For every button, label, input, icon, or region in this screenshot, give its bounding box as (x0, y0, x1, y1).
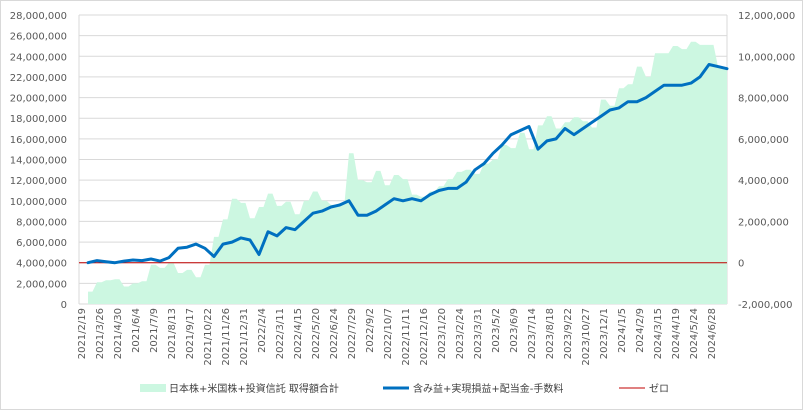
x-tick-label-4: 2021/7/9 (149, 308, 160, 353)
right-tick-label-0: -2,000,000 (738, 300, 793, 311)
x-tick-label-5: 2021/8/13 (167, 308, 178, 359)
x-tick-label-32: 2024/3/15 (653, 308, 664, 359)
right-tick-label-4: 6,000,000 (738, 135, 789, 146)
x-tick-label-26: 2023/8/18 (545, 308, 556, 359)
left-tick-label-4: 8,000,000 (16, 217, 67, 228)
x-tick-label-23: 2023/5/2 (491, 308, 502, 353)
left-y-axis: 0 2,000,000 4,000,000 6,000,000 8,000,000 10,… (10, 11, 67, 311)
profit-line (86, 63, 729, 265)
x-tick-label-20: 2023/1/20 (437, 308, 448, 359)
left-tick-label-9: 18,000,000 (10, 114, 67, 125)
x-tick-label-30: 2024/1/5 (617, 308, 628, 353)
x-tick-label-35: 2024/6/28 (707, 308, 718, 359)
x-tick-label-16: 2022/9/2 (365, 308, 376, 353)
x-tick-label-13: 2022/5/20 (311, 308, 322, 359)
x-tick-label-11: 2022/3/11 (275, 308, 286, 359)
left-tick-label-2: 4,000,000 (16, 259, 67, 270)
left-tick-label-14: 28,000,000 (10, 11, 67, 22)
x-tick-label-31: 2024/2/9 (635, 308, 646, 353)
right-tick-label-2: 2,000,000 (738, 217, 789, 228)
x-tick-label-27: 2023/9/22 (563, 308, 574, 359)
left-tick-label-6: 12,000,000 (10, 176, 67, 187)
x-tick-label-24: 2023/6/9 (509, 308, 520, 353)
x-tick-label-15: 2022/7/29 (347, 308, 358, 359)
x-tick-label-2: 2021/4/30 (113, 308, 124, 359)
x-tick-label-3: 2021/6/4 (131, 308, 142, 353)
x-tick-label-10: 2022/2/4 (257, 308, 268, 353)
x-tick-label-34: 2024/5/24 (689, 308, 700, 359)
left-tick-label-8: 16,000,000 (10, 135, 67, 146)
left-tick-label-5: 10,000,000 (10, 197, 67, 208)
right-tick-label-3: 4,000,000 (738, 176, 789, 187)
x-tick-label-33: 2024/4/19 (671, 308, 682, 359)
right-tick-label-1: 0 (738, 259, 744, 270)
left-tick-label-10: 20,000,000 (10, 94, 67, 105)
x-tick-label-29: 2023/12/1 (599, 308, 610, 359)
acquisition-area-series (88, 41, 727, 305)
legend-swatch-acquisition (140, 384, 166, 392)
x-tick-label-28: 2023/10/27 (581, 308, 592, 366)
x-tick-label-7: 2021/10/22 (203, 308, 214, 366)
x-tick-label-6: 2021/9/17 (185, 308, 196, 359)
left-tick-label-1: 2,000,000 (16, 279, 67, 290)
left-tick-label-7: 14,000,000 (10, 156, 67, 167)
x-tick-label-8: 2021/11/26 (221, 308, 232, 366)
acquisition-area (88, 41, 727, 305)
x-axis: 2021/2/19 2021/3/26 2021/4/30 2021/6/4 2021/… (77, 308, 718, 366)
x-tick-label-17: 2022/10/7 (383, 308, 394, 359)
right-tick-label-5: 8,000,000 (738, 94, 789, 105)
legend-label-acquisition: 日本株+米国株+投資信託 取得額合計 (169, 382, 339, 395)
x-tick-label-14: 2022/6/24 (329, 308, 340, 359)
legend: 日本株+米国株+投資信託 取得額合計 含み益+実現損益+配当金-手数料 ゼロ (140, 382, 669, 395)
x-tick-label-21: 2023/2/24 (455, 308, 466, 359)
right-tick-label-7: 12,000,000 (738, 11, 795, 22)
left-tick-label-0: 0 (61, 300, 67, 311)
x-tick-label-0: 2021/2/19 (77, 308, 88, 359)
legend-label-zero: ゼロ (649, 383, 669, 395)
left-tick-label-11: 22,000,000 (10, 73, 67, 84)
x-tick-label-18: 2022/11/11 (401, 308, 412, 366)
profit-line-series (86, 63, 729, 265)
x-tick-label-9: 2021/12/31 (239, 308, 250, 366)
right-y-axis: -2,000,000 0 2,000,000 4,000,000 6,000,000 8,… (738, 11, 795, 311)
legend-label-profit: 含み益+実現損益+配当金-手数料 (413, 382, 563, 395)
x-tick-label-25: 2023/7/14 (527, 308, 538, 359)
right-tick-label-6: 10,000,000 (738, 52, 795, 63)
x-tick-label-12: 2022/4/15 (293, 308, 304, 359)
x-tick-label-1: 2021/3/26 (95, 308, 106, 359)
left-tick-label-3: 6,000,000 (16, 238, 67, 249)
left-tick-label-13: 26,000,000 (10, 32, 67, 43)
x-tick-label-19: 2022/12/16 (419, 308, 430, 366)
left-tick-label-12: 24,000,000 (10, 52, 67, 63)
x-tick-label-22: 2023/3/31 (473, 308, 484, 359)
